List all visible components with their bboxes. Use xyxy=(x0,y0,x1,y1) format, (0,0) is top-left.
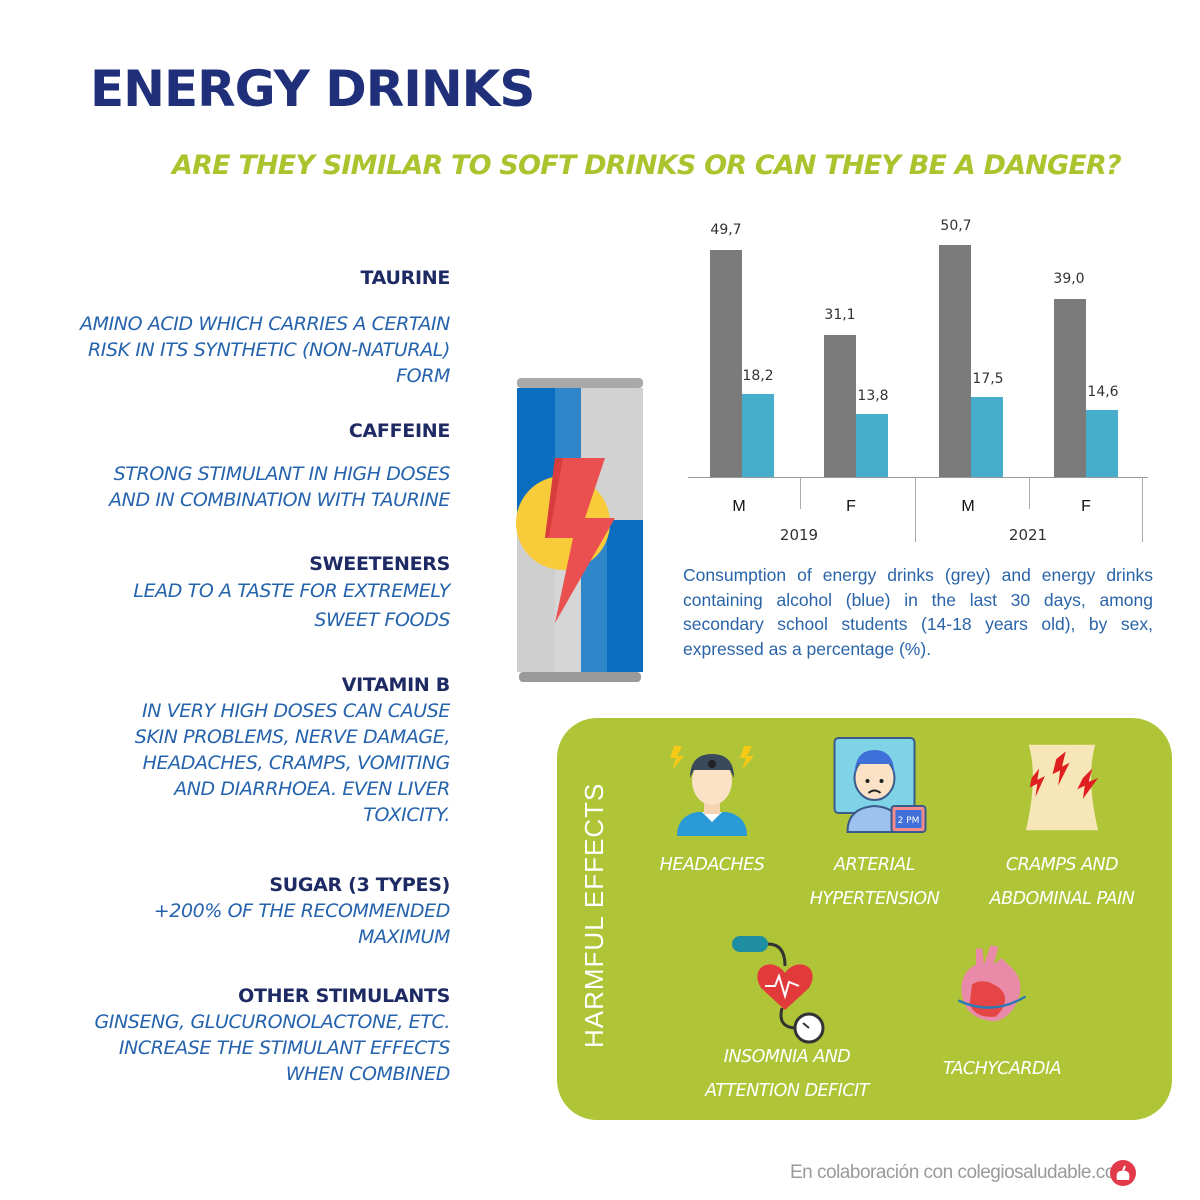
ingredient-name: SWEETENERS xyxy=(309,553,450,575)
blood-pressure-icon xyxy=(732,936,825,1044)
value-label: 13,8 xyxy=(857,388,889,404)
ingredient-desc: IN VERY HIGH DOSES CAN CAUSE SKIN PROBLE… xyxy=(134,700,451,826)
bar-2021-f-alcohol xyxy=(1086,410,1118,477)
ingredient-name: SUGAR (3 TYPES) xyxy=(269,874,450,896)
axis-tick xyxy=(915,477,916,542)
ingredient-sugar: SUGAR (3 TYPES) +200% OF THE RECOMMENDED… xyxy=(0,872,451,950)
bar-2021-m-alcohol xyxy=(971,397,1003,477)
ingredient-name: TAURINE xyxy=(360,267,450,289)
ingredient-other-stimulants: OTHER STIMULANTS GINSENG, GLUCURONOLACTO… xyxy=(0,983,450,1087)
bar-2019-m-energy xyxy=(710,250,742,477)
value-label: 14,6 xyxy=(1087,384,1119,400)
axis-tick xyxy=(800,477,801,509)
ingredient-name: VITAMIN B xyxy=(341,674,451,696)
value-label: 49,7 xyxy=(710,222,742,238)
headache-icon xyxy=(670,746,754,836)
bar-2019-m-alcohol xyxy=(742,394,774,477)
effect-label-headaches: HEADACHES xyxy=(659,855,765,875)
effect-label-tachycardia: TACHYCARDIA xyxy=(942,1059,1062,1079)
effect-label-cramps: CRAMPS AND ABDOMINAL PAIN xyxy=(989,855,1135,909)
ingredient-desc: GINSENG, GLUCURONOLACTONE, ETC. INCREASE… xyxy=(94,1011,450,1085)
svg-text:2 PM: 2 PM xyxy=(898,816,920,826)
axis-tick xyxy=(1142,477,1143,542)
effect-label-hypertension: ARTERIAL HYPERTENSION xyxy=(809,855,940,909)
page-title: ENERGY DRINKS xyxy=(90,60,535,118)
value-label: 18,2 xyxy=(742,368,774,384)
ingredient-taurine: TAURINE AMINO ACID WHICH CARRIES A CERTA… xyxy=(0,265,450,389)
ingredient-vitamin-b: VITAMIN B IN VERY HIGH DOSES CAN CAUSE S… xyxy=(0,672,451,828)
category-label: F xyxy=(1081,498,1091,515)
category-label: M xyxy=(732,498,746,515)
energy-can-icon xyxy=(516,378,643,682)
year-label: 2019 xyxy=(779,526,819,544)
value-label: 39,0 xyxy=(1053,271,1085,287)
page-subtitle: ARE THEY SIMILAR TO SOFT DRINKS OR CAN T… xyxy=(172,150,1122,181)
category-label: F xyxy=(846,498,856,515)
harmful-effects-panel: HARMFUL EFFECTS HEADACHES 2 PM ARTERIAL … xyxy=(557,718,1172,1120)
ingredient-sweeteners: SWEETENERS LEAD TO A TASTE FOR EXTREMELY… xyxy=(0,551,450,635)
axis-tick xyxy=(1029,477,1030,509)
footer-credit: En colaboración con colegiosaludable.com xyxy=(790,1162,1131,1183)
bar-2021-f-energy xyxy=(1054,299,1086,477)
bar-2019-f-energy xyxy=(824,335,856,477)
hypertension-icon: 2 PM xyxy=(833,737,927,833)
ingredient-caffeine: CAFFEINE STRONG STIMULANT IN HIGH DOSES … xyxy=(0,418,450,513)
bar-2021-m-energy xyxy=(939,245,971,477)
ingredient-name: CAFFEINE xyxy=(348,420,450,442)
category-label: M xyxy=(961,498,975,515)
abdominal-pain-icon xyxy=(1025,744,1099,831)
bar-2019-f-alcohol xyxy=(856,414,888,477)
heart-icon xyxy=(957,945,1027,1022)
year-label: 2021 xyxy=(1008,526,1048,544)
consumption-bar-chart: 49,7 18,2 31,1 13,8 50,7 17,5 39,0 14,6 … xyxy=(680,210,1160,550)
ingredient-desc: +200% OF THE RECOMMENDED MAXIMUM xyxy=(153,900,451,948)
chart-caption: Consumption of energy drinks (grey) and … xyxy=(683,565,1153,659)
ingredient-desc: STRONG STIMULANT IN HIGH DOSES AND IN CO… xyxy=(109,463,450,511)
ingredient-desc: AMINO ACID WHICH CARRIES A CERTAIN RISK … xyxy=(80,313,450,387)
apple-logo-icon xyxy=(1110,1160,1136,1186)
x-axis xyxy=(688,477,1148,478)
value-label: 31,1 xyxy=(824,307,856,323)
value-label: 50,7 xyxy=(940,218,972,234)
ingredient-name: OTHER STIMULANTS xyxy=(238,985,450,1007)
harmful-effects-title: HARMFUL EFFECTS xyxy=(579,782,609,1048)
ingredient-desc: LEAD TO A TASTE FOR EXTREMELY SWEET FOOD… xyxy=(133,580,450,631)
effect-label-insomnia: INSOMNIA AND ATTENTION DEFICIT xyxy=(705,1047,869,1101)
value-label: 17,5 xyxy=(972,371,1004,387)
